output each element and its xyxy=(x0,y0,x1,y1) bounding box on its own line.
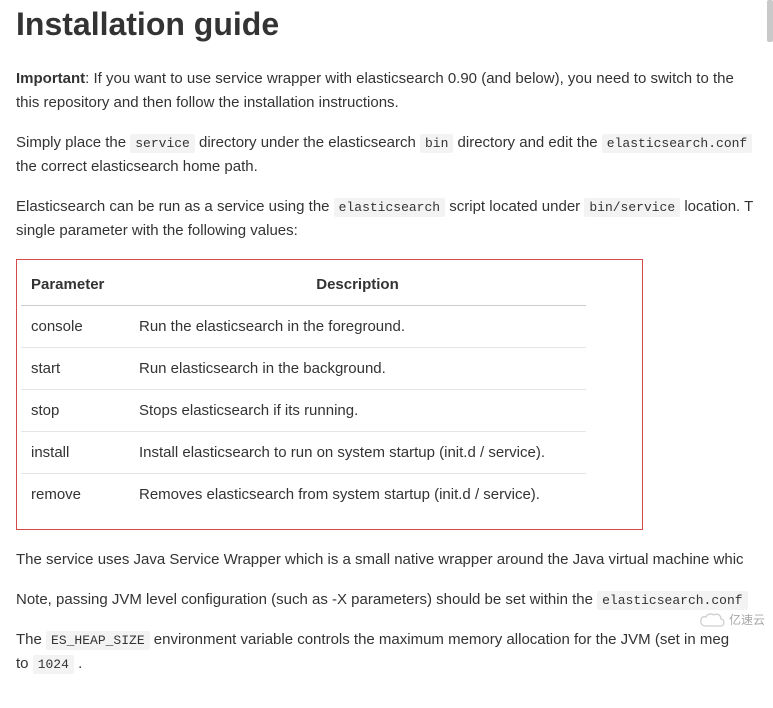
paragraph-important: Important: If you want to use service wr… xyxy=(16,67,757,115)
parameters-table: Parameter Description console Run the el… xyxy=(21,264,586,515)
text: directory and edit the xyxy=(453,134,601,151)
text: Note, passing JVM level configuration (s… xyxy=(16,591,597,608)
cloud-icon xyxy=(699,612,725,628)
scrollbar[interactable] xyxy=(767,0,773,42)
code-es-heap-size: ES_HEAP_SIZE xyxy=(46,631,150,650)
table-row: remove Removes elasticsearch from system… xyxy=(21,474,586,516)
text: . xyxy=(74,655,82,672)
cell-desc: Install elasticsearch to run on system s… xyxy=(129,432,586,474)
text: directory under the elasticsearch xyxy=(195,134,420,151)
text: location. T xyxy=(680,198,753,215)
table-row: stop Stops elasticsearch if its running. xyxy=(21,390,586,432)
text: Simply place the xyxy=(16,134,130,151)
table-header-row: Parameter Description xyxy=(21,264,586,306)
table-row: install Install elasticsearch to run on … xyxy=(21,432,586,474)
document-body: Installation guide Important: If you wan… xyxy=(0,0,773,708)
cell-param: start xyxy=(21,348,129,390)
cell-desc: Removes elasticsearch from system startu… xyxy=(129,474,586,516)
table-row: console Run the elasticsearch in the for… xyxy=(21,306,586,348)
watermark: 亿速云 xyxy=(699,611,765,628)
watermark-text: 亿速云 xyxy=(729,611,765,628)
cell-desc: Run the elasticsearch in the foreground. xyxy=(129,306,586,348)
text: single parameter with the following valu… xyxy=(16,222,298,239)
important-label: Important xyxy=(16,70,85,87)
cell-desc: Run elasticsearch in the background. xyxy=(129,348,586,390)
code-conf: elasticsearch.conf xyxy=(602,134,752,153)
code-1024: 1024 xyxy=(33,655,74,674)
text: Elasticsearch can be run as a service us… xyxy=(16,198,334,215)
important-text: : If you want to use service wrapper wit… xyxy=(16,70,734,111)
cell-param: stop xyxy=(21,390,129,432)
table-row: start Run elasticsearch in the backgroun… xyxy=(21,348,586,390)
cell-param: remove xyxy=(21,474,129,516)
text: the correct elasticsearch home path. xyxy=(16,158,258,175)
header-description: Description xyxy=(129,264,586,306)
header-parameter: Parameter xyxy=(21,264,129,306)
cell-desc: Stops elasticsearch if its running. xyxy=(129,390,586,432)
paragraph-heap-size: The ES_HEAP_SIZE environment variable co… xyxy=(16,628,757,676)
code-binservice: bin/service xyxy=(584,198,680,217)
paragraph-java-wrapper: The service uses Java Service Wrapper wh… xyxy=(16,548,757,572)
cell-param: console xyxy=(21,306,129,348)
text: environment variable controls the maximu… xyxy=(150,631,729,648)
paragraph-run-service: Elasticsearch can be run as a service us… xyxy=(16,195,757,243)
page-title: Installation guide xyxy=(16,6,757,43)
paragraph-jvm-config: Note, passing JVM level configuration (s… xyxy=(16,588,757,612)
parameters-table-frame: Parameter Description console Run the el… xyxy=(16,259,643,530)
text: to xyxy=(16,655,33,672)
text: script located under xyxy=(445,198,584,215)
paragraph-place-service: Simply place the service directory under… xyxy=(16,131,757,179)
code-elasticsearch: elasticsearch xyxy=(334,198,445,217)
code-bin: bin xyxy=(420,134,453,153)
code-conf2: elasticsearch.conf xyxy=(597,591,747,610)
cell-param: install xyxy=(21,432,129,474)
code-service: service xyxy=(130,134,195,153)
text: The xyxy=(16,631,46,648)
